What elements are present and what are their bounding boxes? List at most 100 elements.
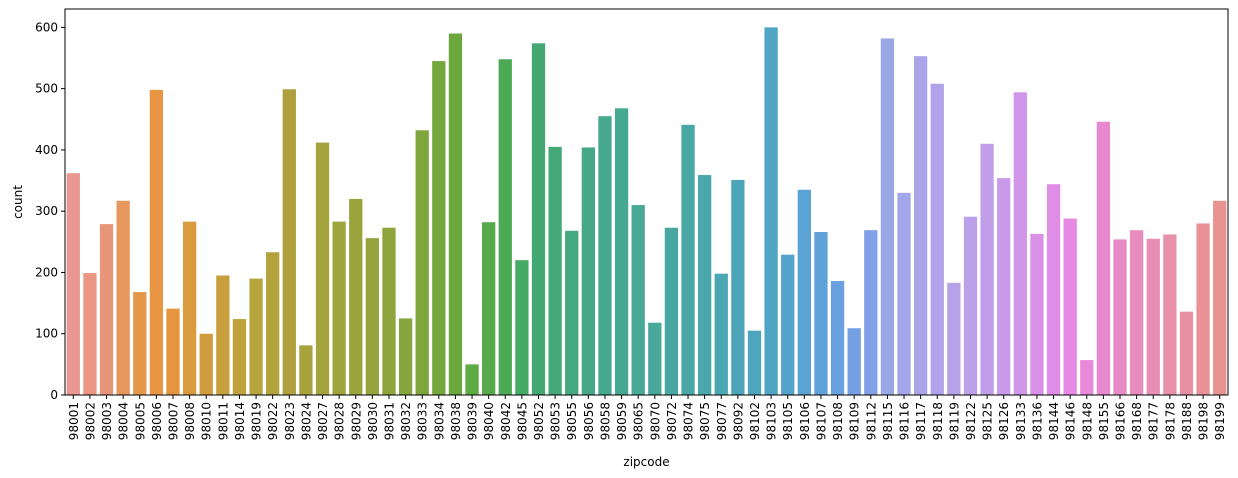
x-tick-label: 98030 [366, 402, 380, 440]
bar-98007 [166, 308, 180, 395]
x-tick-label: 98117 [914, 402, 928, 440]
bar-98126 [997, 178, 1011, 395]
bar-98106 [797, 189, 811, 395]
y-tick-label: 600 [35, 20, 58, 34]
x-tick-label: 98144 [1047, 402, 1061, 440]
bar-98065 [631, 205, 645, 395]
x-tick-label: 98029 [349, 402, 363, 440]
bar-98103 [764, 27, 778, 395]
bar-98027 [315, 142, 330, 395]
bar-98028 [332, 221, 346, 395]
x-tick-label: 98168 [1130, 402, 1144, 440]
x-tick-label: 98074 [682, 402, 696, 440]
x-tick-label: 98002 [83, 402, 97, 440]
x-tick-label: 98188 [1180, 402, 1194, 440]
x-tick-label: 98033 [416, 402, 430, 440]
bar-98077 [714, 273, 728, 395]
x-tick-label: 98077 [715, 402, 729, 440]
x-tick-label: 98133 [1014, 402, 1028, 440]
y-tick-label: 400 [35, 143, 58, 157]
bar-98116 [897, 192, 911, 395]
bar-98042 [498, 59, 512, 396]
x-tick-label: 98118 [931, 402, 945, 440]
x-tick-label: 98058 [598, 402, 612, 440]
bar-98006 [149, 89, 164, 395]
x-tick-label: 98006 [150, 402, 164, 440]
x-tick-label: 98045 [515, 402, 529, 440]
bar-98105 [781, 254, 795, 395]
x-tick-label: 98092 [731, 402, 745, 440]
x-tick-label: 98199 [1213, 402, 1227, 440]
bar-98003 [99, 224, 114, 395]
x-tick-label: 98166 [1114, 402, 1128, 440]
bar-98008 [182, 221, 197, 395]
x-tick-label: 98198 [1197, 402, 1211, 440]
bar-98117 [913, 56, 928, 396]
bar-98014 [232, 319, 247, 395]
bar-98040 [482, 222, 496, 395]
x-tick-label: 98103 [765, 402, 779, 440]
x-tick-label: 98125 [981, 402, 995, 440]
x-tick-label: 98010 [200, 402, 214, 440]
bar-98075 [698, 175, 712, 395]
y-tick-label: 500 [35, 82, 58, 96]
x-tick-label: 98148 [1080, 402, 1094, 440]
bar-98011 [216, 275, 230, 395]
x-tick-label: 98102 [748, 402, 762, 440]
bar-98024 [299, 345, 313, 395]
x-tick-label: 98115 [881, 402, 895, 440]
x-tick-label: 98022 [266, 402, 280, 440]
x-tick-label: 98107 [814, 402, 828, 440]
bar-98177 [1146, 238, 1160, 395]
plot-frame [64, 8, 1229, 396]
bar-98001 [66, 173, 80, 395]
bar-98119 [947, 282, 961, 395]
bar-98188 [1179, 311, 1194, 395]
x-tick-label: 98053 [549, 402, 563, 440]
bar-98033 [415, 130, 429, 395]
x-tick-label: 98005 [133, 402, 147, 440]
x-tick-label: 98027 [316, 402, 330, 440]
bar-98004 [116, 200, 130, 395]
bar-98109 [847, 328, 861, 395]
x-tick-label: 98042 [499, 402, 513, 440]
bar-98070 [648, 322, 662, 395]
x-tick-label: 98007 [166, 402, 180, 440]
x-tick-label: 98032 [399, 402, 413, 440]
bar-98059 [614, 108, 629, 395]
bar-98107 [814, 232, 828, 395]
y-axis: 0 100 200 300 400 500 600 [35, 20, 65, 402]
bar-98144 [1046, 184, 1061, 395]
x-tick-label: 98019 [250, 402, 264, 440]
bar-98005 [133, 292, 147, 395]
x-tick-label: 98052 [532, 402, 546, 440]
x-tick-label: 98146 [1064, 402, 1078, 440]
bar-98002 [83, 273, 97, 395]
bar-98031 [382, 227, 396, 395]
bar-98074 [681, 124, 695, 396]
x-tick-label: 98070 [648, 402, 662, 440]
x-tick-label: 98177 [1147, 402, 1161, 440]
x-tick-label: 98004 [117, 402, 131, 440]
x-tick-label: 98040 [482, 402, 496, 440]
x-axis: 98001 98002 98003 98004 98005 98006 98007 98008… [67, 395, 1227, 440]
x-tick-label: 98155 [1097, 402, 1111, 440]
bar-98115 [880, 38, 895, 395]
x-tick-label: 98105 [781, 402, 795, 440]
bar-98112 [864, 230, 878, 395]
x-tick-label: 98178 [1163, 402, 1177, 440]
bar-98178 [1163, 234, 1177, 395]
bar-98029 [349, 198, 363, 395]
bar-98034 [432, 61, 446, 395]
bar-98039 [465, 364, 479, 395]
x-axis-label: zipcode [623, 455, 669, 469]
x-tick-label: 98119 [947, 402, 961, 440]
y-tick-label: 0 [50, 388, 58, 402]
y-tick-label: 300 [35, 204, 58, 218]
x-tick-label: 98106 [798, 402, 812, 440]
x-tick-label: 98055 [565, 402, 579, 440]
bar-98022 [266, 252, 280, 395]
bar-98155 [1096, 121, 1111, 396]
bar-98092 [731, 179, 745, 395]
bar-98045 [515, 260, 529, 395]
